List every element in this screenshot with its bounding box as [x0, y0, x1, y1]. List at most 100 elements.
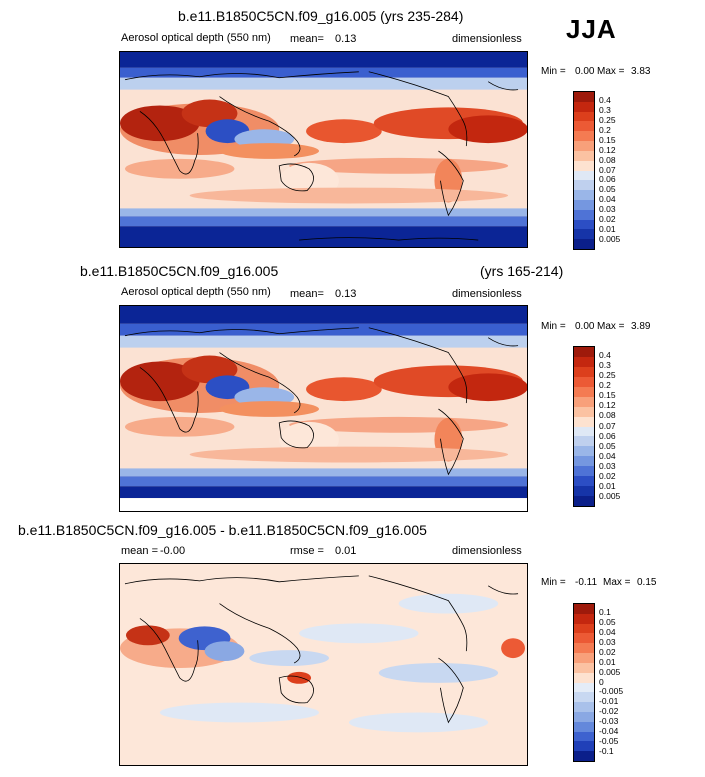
panel-bottom-map: [119, 563, 528, 766]
colorbar-tick-label: 0.08: [599, 154, 616, 165]
colorbar-swatch: [574, 672, 594, 683]
colorbar-tick-label: 0.06: [599, 174, 616, 185]
colorbar-swatch: [574, 170, 594, 181]
colorbar-tick-label: 0.07: [599, 420, 616, 431]
colorbar-swatch: [574, 111, 594, 122]
panel-middle-colorbar-labels: 0.4 0.3 0.25 0.2 0.15 0.12 0.08 0.07 0.06 0.05 0.0…: [599, 346, 639, 507]
panel-bottom-min-value: -0.11: [575, 577, 598, 588]
colorbar-tick-label: 0.4: [599, 94, 611, 105]
panel-top-title: b.e11.B1850C5CN.f09_g16.005 (yrs 235-284…: [178, 8, 464, 24]
panel-bottom-rmse-value: 0.01: [335, 545, 357, 557]
colorbar-swatch: [574, 426, 594, 437]
colorbar-tick-label: -0.05: [599, 736, 619, 747]
panel-bottom-max-label: Max =: [603, 577, 631, 588]
panel-top-mean-label: mean=: [290, 33, 324, 45]
colorbar-swatch: [574, 751, 594, 762]
colorbar-swatch: [574, 366, 594, 377]
colorbar-swatch: [574, 121, 594, 132]
colorbar-tick-label: -0.005: [599, 686, 624, 697]
panel-middle-min-label: Min =: [541, 321, 566, 332]
panel-middle-mean-label: mean=: [290, 288, 324, 300]
panel-bottom-colorbar-labels: 0.1 0.05 0.04 0.03 0.02 0.01 0.005 0 -0.005 -0.01…: [599, 603, 639, 762]
panel-top-max-label: Max =: [597, 66, 625, 77]
panel-middle-units: dimensionless: [452, 288, 522, 300]
panel-bottom-min-label: Min =: [541, 577, 566, 588]
panel-middle-colorbar: [573, 346, 595, 507]
colorbar-swatch: [574, 101, 594, 112]
colorbar-swatch: [574, 239, 594, 250]
colorbar-tick-label: 0.15: [599, 390, 616, 401]
colorbar-tick-label: 0.3: [599, 104, 611, 115]
colorbar-tick-label: 0.005: [599, 490, 621, 501]
colorbar-swatch: [574, 711, 594, 722]
colorbar-swatch: [574, 92, 594, 102]
colorbar-tick-label: 0.12: [599, 144, 616, 155]
colorbar-swatch: [574, 653, 594, 664]
aod-map-middle: [120, 306, 527, 511]
colorbar-swatch: [574, 741, 594, 752]
colorbar-tick-label: 0.03: [599, 460, 616, 471]
panel-top-min-label: Min =: [541, 66, 566, 77]
colorbar-tick-label: -0.02: [599, 706, 619, 717]
colorbar-swatch: [574, 131, 594, 142]
colorbar-tick-label: 0.02: [599, 470, 616, 481]
colorbar-tick-label: 0.04: [599, 450, 616, 461]
colorbar-swatch: [574, 633, 594, 644]
colorbar-swatch: [574, 496, 594, 507]
colorbar-swatch: [574, 406, 594, 417]
colorbar-tick-label: -0.03: [599, 716, 619, 727]
colorbar-tick-label: 0.01: [599, 480, 616, 491]
colorbar-swatch: [574, 486, 594, 497]
panel-middle-max-value: 3.89: [631, 321, 651, 332]
colorbar-swatch: [574, 721, 594, 732]
colorbar-tick-label: 0.07: [599, 164, 616, 175]
panel-top-map: [119, 51, 528, 248]
colorbar-tick-label: 0.03: [599, 636, 616, 647]
colorbar-swatch: [574, 190, 594, 201]
colorbar-swatch: [574, 466, 594, 477]
colorbar-swatch: [574, 141, 594, 152]
colorbar-swatch: [574, 613, 594, 624]
colorbar-swatch: [574, 209, 594, 220]
colorbar-swatch: [574, 731, 594, 742]
aod-map-top: [120, 52, 527, 247]
colorbar-swatch: [574, 219, 594, 230]
colorbar-tick-label: 0.08: [599, 410, 616, 421]
colorbar-tick-label: 0.02: [599, 646, 616, 657]
colorbar-tick-label: 0.005: [599, 234, 621, 245]
colorbar-tick-label: 0.2: [599, 380, 611, 391]
colorbar-tick-label: 0.06: [599, 430, 616, 441]
colorbar-swatch: [574, 150, 594, 161]
panel-middle-max-label: Max =: [597, 321, 625, 332]
panel-middle-title: b.e11.B1850C5CN.f09_g16.005: [80, 263, 279, 279]
colorbar-swatch: [574, 643, 594, 654]
colorbar-tick-label: 0.1: [599, 606, 611, 617]
colorbar-swatch: [574, 416, 594, 427]
colorbar-tick-label: 0.4: [599, 350, 611, 361]
colorbar-tick-label: -0.01: [599, 696, 619, 707]
colorbar-swatch: [574, 396, 594, 407]
panel-top-units: dimensionless: [452, 33, 522, 45]
panel-middle-variable: Aerosol optical depth (550 nm): [121, 286, 271, 298]
season-label: JJA: [566, 14, 617, 44]
colorbar-swatch: [574, 376, 594, 387]
colorbar-swatch: [574, 446, 594, 457]
colorbar-tick-label: 0.01: [599, 656, 616, 667]
panel-bottom-mean-value: -0.00: [160, 545, 186, 557]
colorbar-tick-label: -0.04: [599, 726, 619, 737]
colorbar-swatch: [574, 229, 594, 240]
panel-bottom-max-value: 0.15: [637, 577, 657, 588]
panel-bottom-mean-label: mean =: [121, 545, 158, 557]
colorbar-tick-label: 0.2: [599, 124, 611, 135]
panel-top-colorbar: [573, 91, 595, 250]
colorbar-tick-label: 0.03: [599, 204, 616, 215]
panel-top-colorbar-labels: 0.4 0.3 0.25 0.2 0.15 0.12 0.08 0.07 0.06 0.05 0.0…: [599, 91, 639, 250]
colorbar-swatch: [574, 199, 594, 210]
colorbar-tick-label: 0.3: [599, 360, 611, 371]
colorbar-swatch: [574, 356, 594, 367]
colorbar-tick-label: 0.01: [599, 224, 616, 235]
colorbar-swatch: [574, 180, 594, 191]
panel-top-variable: Aerosol optical depth (550 nm): [121, 32, 271, 44]
colorbar-tick-label: 0.25: [599, 114, 616, 125]
colorbar-swatch: [574, 160, 594, 171]
